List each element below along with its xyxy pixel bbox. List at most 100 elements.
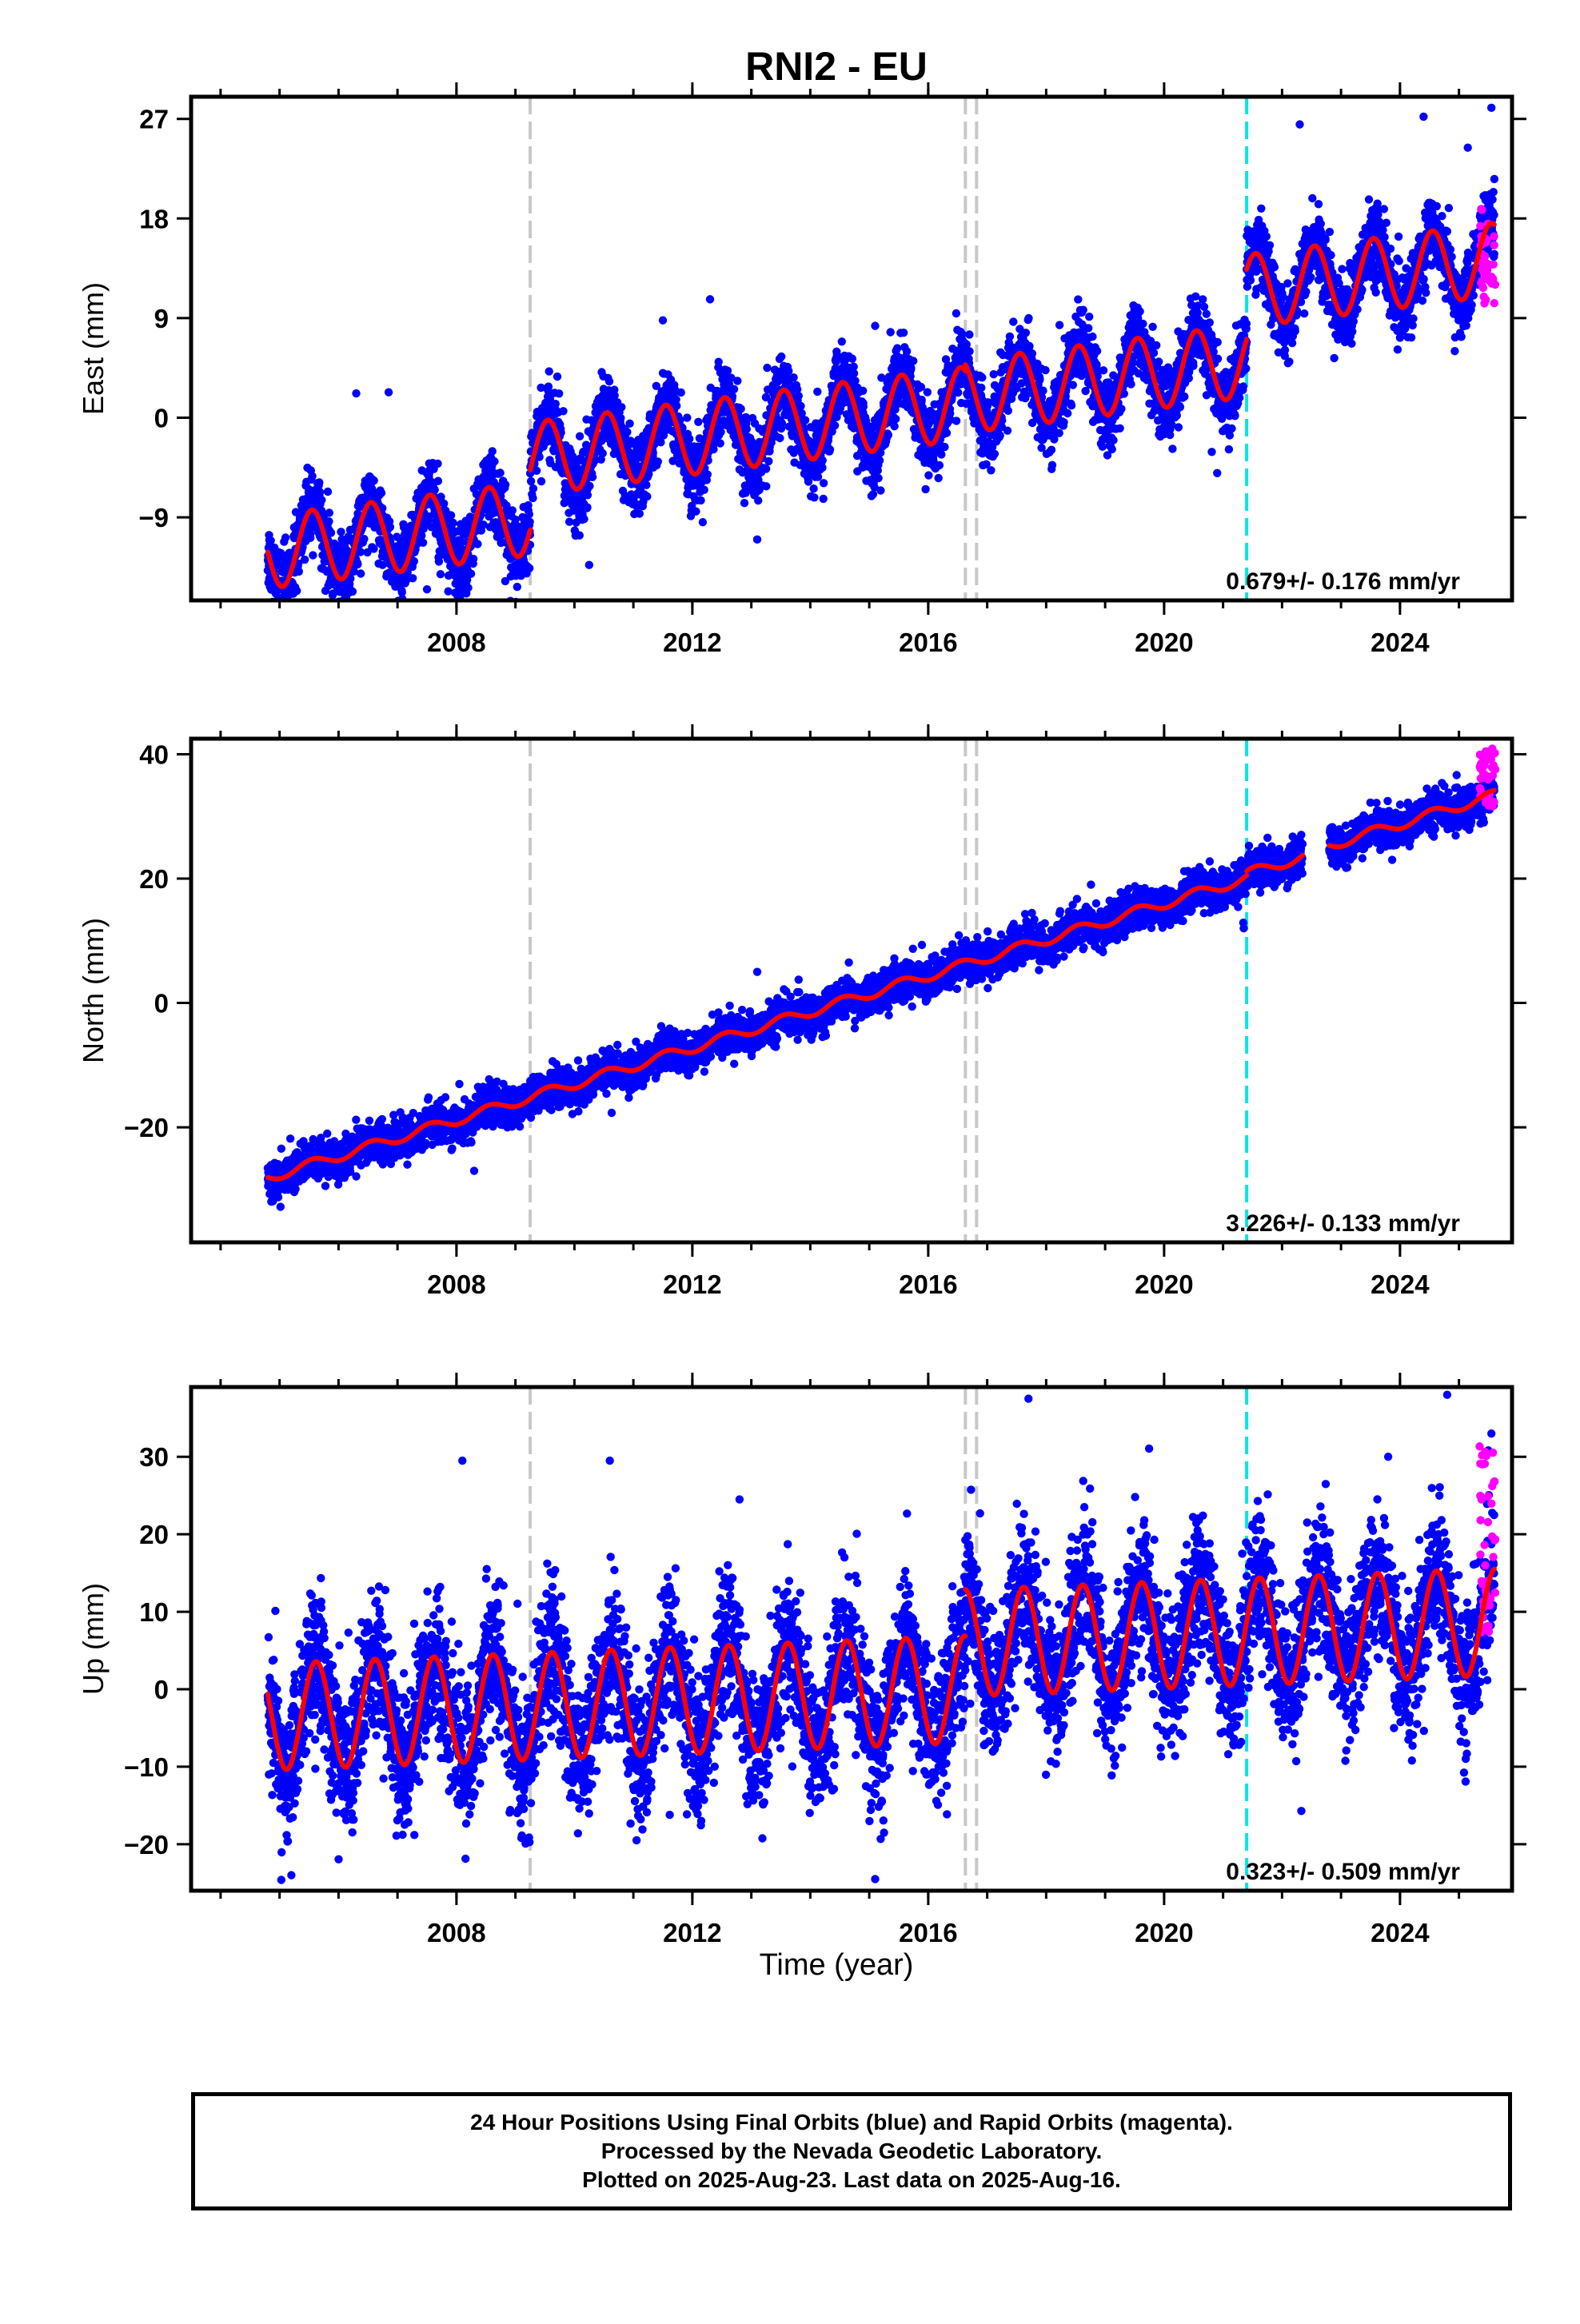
data-point: [325, 517, 333, 525]
data-point: [764, 457, 772, 465]
data-point: [276, 622, 284, 630]
data-point: [308, 472, 316, 480]
data-point: [716, 428, 724, 436]
data-point: [935, 474, 943, 482]
data-point: [940, 443, 948, 451]
data-point: [810, 493, 818, 501]
data-point: [440, 500, 448, 508]
data-point: [533, 467, 541, 475]
data-point: [704, 470, 712, 478]
data-point: [435, 557, 443, 565]
data-point: [743, 425, 751, 433]
data-point: [1055, 321, 1063, 329]
data-point: [1079, 306, 1087, 314]
data-point: [334, 632, 342, 640]
data-point: [1206, 318, 1214, 326]
data-point: [1039, 387, 1047, 395]
data-point: [623, 428, 631, 436]
data-point: [943, 429, 951, 436]
data-point: [353, 560, 361, 568]
data-point: [1067, 401, 1075, 409]
data-point: [736, 405, 744, 413]
data-point: [1041, 366, 1049, 374]
data-point: [1055, 429, 1063, 437]
data-point: [437, 570, 445, 578]
data-point: [977, 384, 985, 392]
data-point: [918, 396, 926, 404]
data-point: [692, 508, 700, 516]
data-point: [527, 477, 535, 485]
data-point: [341, 604, 349, 612]
data-point: [1176, 403, 1184, 411]
data-point: [777, 353, 785, 361]
data-point: [285, 611, 293, 619]
data-point: [1092, 361, 1100, 369]
data-point: [740, 499, 748, 507]
data-point: [309, 551, 317, 559]
data-point: [553, 373, 561, 381]
data-point: [1180, 393, 1188, 401]
data-point: [1024, 314, 1032, 322]
plot-area-east: [264, 97, 1499, 640]
data-point: [529, 484, 537, 492]
data-point: [360, 535, 368, 543]
data-point: [1003, 427, 1011, 435]
x-axis-label: Time (year): [760, 1948, 914, 1982]
data-point: [763, 364, 771, 372]
data-point: [525, 564, 533, 572]
data-point: [1063, 409, 1071, 417]
data-point: [1028, 349, 1036, 357]
data-point: [501, 480, 509, 488]
data-point: [469, 555, 477, 563]
data-point: [605, 377, 613, 385]
data-point: [820, 495, 828, 503]
data-point: [496, 468, 504, 476]
data-point: [409, 574, 417, 582]
data-point: [1117, 405, 1125, 413]
data-point: [324, 488, 332, 496]
data-point: [642, 481, 650, 489]
data-point: [1099, 443, 1107, 451]
data-point: [876, 486, 884, 494]
data-point: [1189, 362, 1197, 370]
data-point: [754, 496, 762, 504]
data-point: [859, 387, 867, 395]
data-point: [952, 417, 960, 425]
data-point: [1059, 418, 1067, 426]
data-point: [954, 389, 962, 397]
data-point: [277, 609, 285, 617]
data-point: [762, 464, 770, 472]
data-point: [616, 414, 624, 422]
data-point: [529, 494, 537, 502]
final-orbit-points: [264, 104, 1498, 641]
data-point: [1115, 425, 1123, 433]
data-point: [580, 515, 588, 523]
data-point: [795, 392, 803, 400]
data-point: [724, 367, 732, 375]
data-point: [903, 347, 911, 355]
data-point: [1084, 324, 1092, 332]
data-point: [1173, 412, 1181, 420]
data-point: [892, 415, 900, 423]
data-point: [778, 419, 786, 427]
data-point: [389, 628, 397, 636]
data-point: [809, 484, 817, 492]
data-point: [672, 402, 680, 410]
data-point: [333, 614, 341, 622]
data-point: [716, 439, 724, 447]
data-point: [804, 477, 812, 485]
data-point: [733, 377, 741, 385]
data-point: [576, 532, 584, 540]
data-point: [293, 587, 301, 595]
data-point: [513, 583, 521, 591]
data-point: [1135, 307, 1143, 315]
data-point: [288, 608, 296, 616]
data-point: [1200, 303, 1208, 311]
data-point: [715, 358, 723, 366]
data-point: [654, 457, 662, 465]
data-point: [924, 388, 932, 396]
data-point: [900, 329, 908, 337]
data-point: [820, 479, 828, 487]
data-point: [818, 456, 826, 464]
